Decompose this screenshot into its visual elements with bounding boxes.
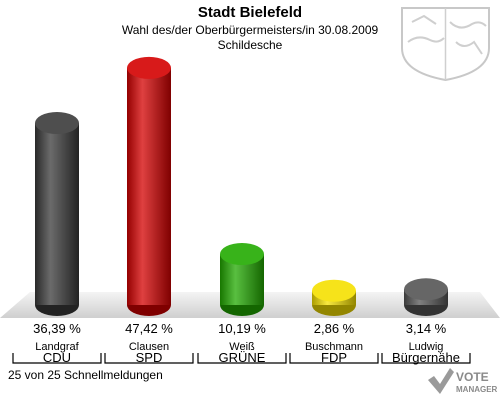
category-bracket xyxy=(12,353,102,364)
candidate-label: Weiß xyxy=(229,341,255,353)
party-label: FDP xyxy=(321,350,347,365)
category-bracket xyxy=(381,353,471,364)
coat-of-arms-icon xyxy=(401,7,490,82)
category-bracket xyxy=(197,353,287,364)
bar-cdu xyxy=(35,112,79,316)
party-label: Bürgernähe xyxy=(392,350,460,365)
party-label: CDU xyxy=(43,350,71,365)
candidate-label: Ludwig xyxy=(409,341,444,353)
value-label: 47,42 % xyxy=(125,321,173,336)
party-label: GRÜNE xyxy=(219,350,266,365)
candidate-label: Buschmann xyxy=(305,341,363,353)
vote-manager-logo: VOTE MANAGER xyxy=(428,368,498,394)
value-label: 36,39 % xyxy=(33,321,81,336)
value-label: 10,19 % xyxy=(218,321,266,336)
report-count-note: 25 von 25 Schnellmeldungen xyxy=(8,368,163,382)
bar-spd xyxy=(127,56,171,316)
category-bracket xyxy=(104,353,194,364)
candidate-label: Landgraf xyxy=(35,341,79,353)
category-bracket xyxy=(289,353,379,364)
chart-subtitle-election: Wahl des/der Oberbürgermeisters/in 30.08… xyxy=(121,23,379,37)
party-label: SPD xyxy=(136,350,163,365)
chart-subtitle-district: Schildesche xyxy=(217,38,283,52)
bar-fdp xyxy=(312,279,356,316)
candidate-label: Clausen xyxy=(129,341,169,353)
checkmark-icon xyxy=(428,368,454,394)
bar-grüne xyxy=(220,243,264,316)
brand-text-vote: VOTE xyxy=(456,370,489,384)
chart-title: Stadt Bielefeld xyxy=(197,4,303,21)
value-label: 3,14 % xyxy=(406,321,447,336)
value-label: 2,86 % xyxy=(314,321,355,336)
brand-text-manager: MANAGER xyxy=(456,385,498,394)
bar-bürgernähe xyxy=(404,278,448,316)
